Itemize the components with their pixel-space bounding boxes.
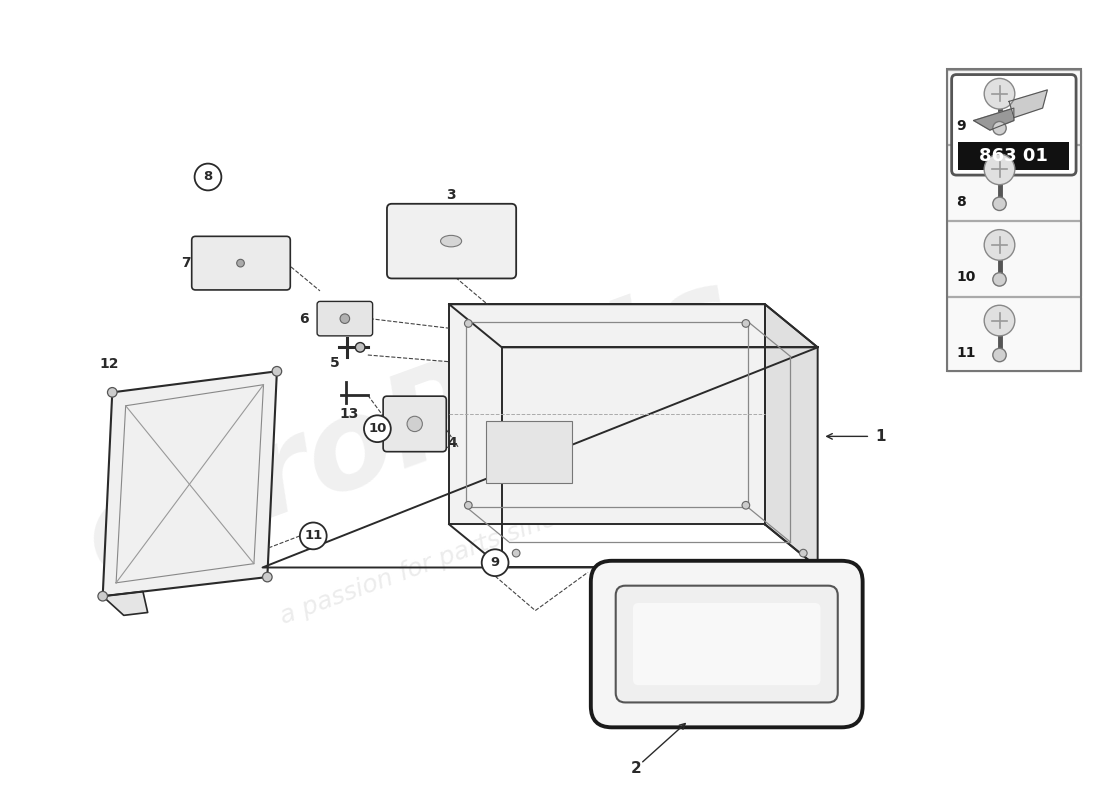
Text: 11: 11 <box>956 346 976 360</box>
Circle shape <box>272 366 282 376</box>
Bar <box>947 146 1081 220</box>
Text: 10: 10 <box>956 270 976 284</box>
Circle shape <box>98 591 108 601</box>
Polygon shape <box>449 304 764 525</box>
Text: 8: 8 <box>956 194 966 209</box>
FancyBboxPatch shape <box>591 561 862 727</box>
FancyBboxPatch shape <box>383 396 447 452</box>
Circle shape <box>340 314 350 323</box>
Text: 2: 2 <box>630 761 641 776</box>
Circle shape <box>984 154 1015 185</box>
Polygon shape <box>449 304 817 347</box>
Circle shape <box>742 320 750 327</box>
Polygon shape <box>102 371 277 596</box>
Text: 13: 13 <box>339 407 359 422</box>
FancyBboxPatch shape <box>387 204 516 278</box>
Text: a passion for parts since 1985: a passion for parts since 1985 <box>277 478 640 629</box>
Text: 6: 6 <box>299 312 308 326</box>
Circle shape <box>993 348 1007 362</box>
Text: 9: 9 <box>956 119 966 133</box>
FancyBboxPatch shape <box>632 603 821 686</box>
Circle shape <box>800 550 807 557</box>
Circle shape <box>195 163 221 190</box>
Text: 8: 8 <box>204 170 212 183</box>
Bar <box>947 70 1081 145</box>
Text: 10: 10 <box>368 422 386 435</box>
FancyBboxPatch shape <box>952 74 1076 175</box>
Circle shape <box>236 259 244 267</box>
Text: 863 01: 863 01 <box>979 147 1048 165</box>
Text: 11: 11 <box>304 530 322 542</box>
Circle shape <box>993 197 1007 210</box>
Bar <box>947 69 1081 371</box>
Polygon shape <box>764 304 817 567</box>
Circle shape <box>742 502 750 509</box>
Circle shape <box>300 522 327 550</box>
Bar <box>958 142 1069 170</box>
Circle shape <box>984 78 1015 109</box>
Circle shape <box>993 273 1007 286</box>
Circle shape <box>364 415 390 442</box>
Bar <box>947 221 1081 296</box>
Ellipse shape <box>441 235 462 247</box>
FancyBboxPatch shape <box>317 302 373 336</box>
Polygon shape <box>102 591 147 615</box>
Bar <box>485 421 572 483</box>
Circle shape <box>513 550 520 557</box>
Text: 9: 9 <box>491 556 499 570</box>
Circle shape <box>993 122 1007 135</box>
Polygon shape <box>1009 90 1047 118</box>
Circle shape <box>108 387 117 397</box>
Circle shape <box>482 550 508 576</box>
Text: euroParts: euroParts <box>68 254 754 602</box>
Text: 7: 7 <box>182 256 190 270</box>
Circle shape <box>984 230 1015 260</box>
Text: 3: 3 <box>447 188 455 202</box>
Text: 5: 5 <box>329 356 339 370</box>
Circle shape <box>407 416 422 431</box>
Circle shape <box>984 306 1015 336</box>
Circle shape <box>263 572 272 582</box>
Text: 4: 4 <box>448 436 456 450</box>
FancyBboxPatch shape <box>616 586 838 702</box>
Circle shape <box>355 342 365 352</box>
FancyBboxPatch shape <box>191 236 290 290</box>
Circle shape <box>464 320 472 327</box>
Text: 12: 12 <box>100 357 119 371</box>
Bar <box>947 297 1081 371</box>
Circle shape <box>464 502 472 509</box>
Text: 1: 1 <box>876 429 886 444</box>
Polygon shape <box>974 108 1014 130</box>
